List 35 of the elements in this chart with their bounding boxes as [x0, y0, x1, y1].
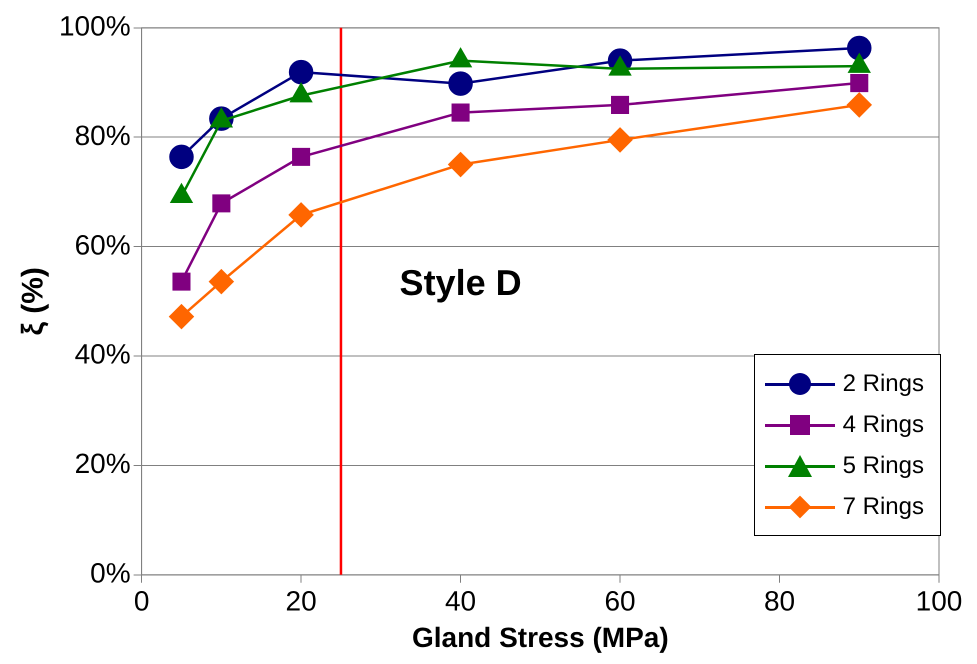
- x-tick-label: 20: [286, 585, 317, 616]
- point: [169, 144, 194, 170]
- x-tick-label: 100: [916, 585, 962, 616]
- y-tick-label: 40%: [74, 338, 131, 370]
- annotation: Style D: [400, 262, 522, 303]
- point: [850, 74, 868, 92]
- x-tick-label: 40: [444, 585, 476, 616]
- point: [608, 128, 632, 152]
- point: [292, 148, 310, 166]
- x-tick-label: 60: [604, 585, 636, 616]
- point: [847, 92, 872, 118]
- point: [172, 272, 191, 291]
- point: [288, 60, 314, 84]
- y-tick-label: 80%: [74, 120, 131, 151]
- point: [448, 152, 473, 177]
- y-tick-label: 0%: [90, 558, 131, 589]
- point: [169, 304, 194, 329]
- point: [209, 269, 234, 294]
- point: [212, 194, 230, 212]
- x-tick-label: 80: [764, 585, 796, 616]
- y-tick-label: 60%: [74, 229, 131, 260]
- y-tick-label: 100%: [58, 10, 131, 42]
- legend-label: 5 Rings: [842, 452, 924, 480]
- legend-label: 7 Rings: [842, 492, 924, 520]
- point: [452, 104, 470, 122]
- legend-label: 4 Rings: [842, 410, 924, 438]
- point: [288, 202, 314, 228]
- x-axis-title: Gland Stress (MPa): [412, 622, 669, 653]
- y-tick-label: 20%: [74, 448, 131, 480]
- point: [448, 71, 473, 96]
- point: [611, 96, 630, 114]
- x-tick-label: 0: [134, 585, 150, 616]
- y-axis-title: ξ (%): [16, 267, 50, 336]
- legend-label: 2 Rings: [842, 370, 924, 398]
- point: [847, 36, 872, 60]
